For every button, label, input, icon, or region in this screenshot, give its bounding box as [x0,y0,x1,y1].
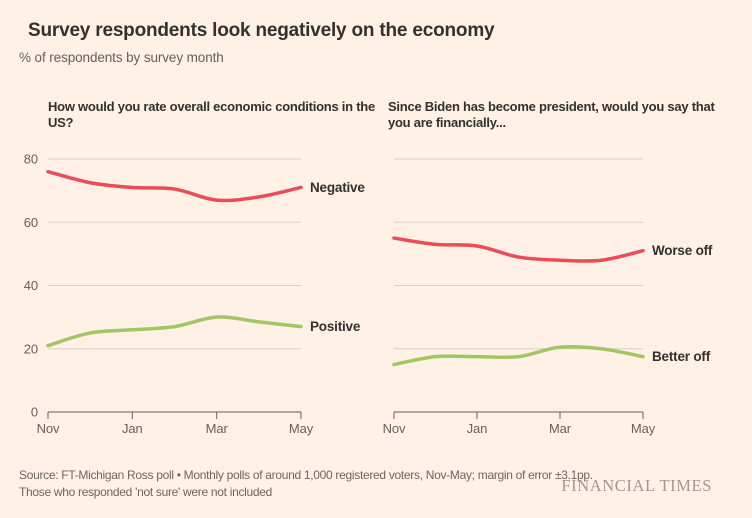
series-line-positive [46,315,303,348]
series-label-better-off: Better off [652,349,711,364]
series-label-positive: Positive [310,319,361,334]
x-tick-label: Jan [467,421,488,436]
x-tick-label: Jan [122,421,143,436]
financial-times-logo: FINANCIAL TIMES [561,476,712,495]
x-tick-label: Mar [549,421,572,436]
series-label-worse-off: Worse off [652,243,713,258]
left-line-chart: Nov Jan Mar May 0 20 40 60 80 Negative Positive [24,152,366,437]
left-panel-question: How would you rate overall economic cond… [48,99,375,130]
y-tick-label: 20 [24,341,38,356]
y-tick-label: 0 [31,405,38,420]
x-tick-label: Nov [37,421,60,436]
y-tick-label: 80 [24,152,38,167]
series-line-negative [46,169,303,203]
right-panel-question: Since Biden has become president, would … [388,99,715,130]
chart-subtitle: % of respondents by survey month [19,50,224,65]
series-label-negative: Negative [310,180,365,195]
series-line-worse-off [392,236,645,263]
y-tick-label: 60 [24,215,38,230]
x-tick-label: Nov [383,421,406,436]
y-tick-label: 40 [24,278,38,293]
page-title: Survey respondents look negatively on th… [28,19,495,41]
x-tick-label: May [289,421,314,436]
series-line-better-off [392,344,645,367]
right-line-chart: Nov Jan Mar May Worse off Better off [383,158,713,436]
x-tick-label: Mar [206,421,229,436]
source-note: Source: FT-Michigan Ross poll • Monthly … [19,468,593,499]
x-tick-label: May [631,421,656,436]
